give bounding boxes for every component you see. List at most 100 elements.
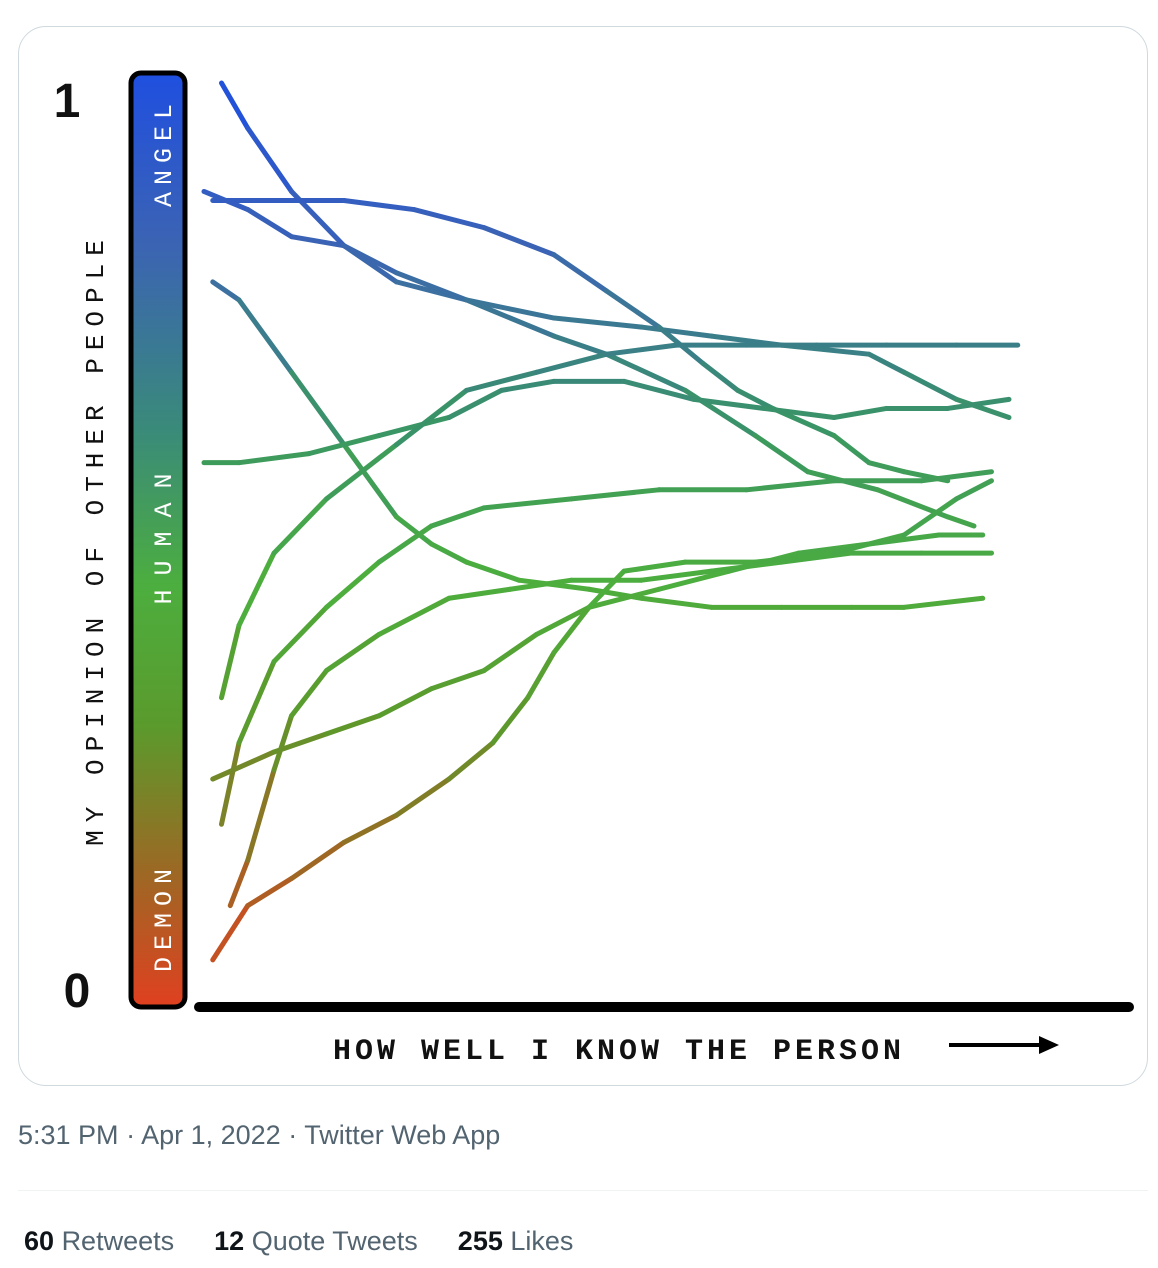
- series-6-segment: [394, 387, 469, 448]
- series-3-segment: [341, 198, 417, 213]
- quote-tweets-label: Quote Tweets: [251, 1226, 418, 1256]
- series-6-segment: [236, 550, 277, 628]
- series-2-segment: [639, 324, 714, 339]
- y-tick-top: 1: [54, 75, 81, 128]
- series-8-segment: [245, 767, 277, 863]
- series-5-segment: [761, 405, 837, 420]
- x-axis-label: HOW WELL I KNOW THE PERSON: [333, 1035, 905, 1069]
- series-7-segment: [481, 496, 574, 511]
- likes-stat[interactable]: 255 Likes: [458, 1226, 574, 1257]
- x-axis-arrow: [949, 1036, 1059, 1054]
- series-1-segment: [464, 297, 557, 339]
- retweets-label: Retweets: [61, 1226, 175, 1256]
- series-line-9: [210, 532, 986, 782]
- tweet-time[interactable]: 5:31 PM: [18, 1120, 119, 1150]
- series-7-segment: [271, 604, 329, 665]
- series-9-segment: [656, 568, 732, 592]
- series-4-segment: [464, 559, 522, 583]
- series-3-segment: [551, 252, 609, 294]
- series-1-segment: [245, 125, 294, 194]
- series-5-segment: [306, 433, 382, 457]
- series-1-segment: [945, 514, 977, 529]
- series-5-segment: [446, 387, 504, 420]
- series-3-segment: [700, 360, 741, 393]
- quote-tweets-stat[interactable]: 12 Quote Tweets: [214, 1226, 418, 1257]
- meta-separator: ·: [126, 1120, 136, 1150]
- series-2-segment: [901, 369, 959, 402]
- series-line-8: [227, 550, 994, 909]
- series-3-segment: [831, 433, 872, 466]
- series-9-segment: [376, 686, 434, 719]
- series-2-segment: [866, 351, 907, 375]
- series-10-segment: [954, 478, 994, 502]
- series-7-segment: [919, 469, 994, 484]
- series-layer: [201, 80, 1021, 963]
- tweet-date[interactable]: Apr 1, 2022: [141, 1120, 281, 1150]
- tweet-stats: 60 Retweets 12 Quote Tweets 255 Likes: [24, 1226, 573, 1257]
- series-8-segment: [639, 568, 714, 583]
- series-10-segment: [621, 559, 688, 574]
- series-5-segment: [691, 396, 767, 411]
- series-9-segment: [586, 586, 662, 610]
- series-4-segment: [901, 595, 986, 610]
- tweet-media[interactable]: ANGEL HUMAN DEMON MY OPINION OF OTHER PE…: [18, 26, 1148, 1086]
- series-8-segment: [376, 595, 452, 637]
- series-10-segment: [586, 568, 627, 610]
- series-10-segment: [341, 812, 399, 845]
- series-9-segment: [271, 731, 329, 755]
- series-4-segment: [289, 369, 347, 448]
- tweet-source[interactable]: Twitter Web App: [304, 1120, 501, 1150]
- series-line-1: [219, 80, 977, 529]
- series-line-2: [201, 188, 1012, 420]
- series-8-segment: [271, 713, 294, 773]
- series-line-4: [210, 279, 986, 610]
- series-4-segment: [236, 297, 294, 375]
- likes-label: Likes: [510, 1226, 574, 1256]
- series-1-segment: [604, 351, 688, 393]
- y-axis-label: MY OPINION OF OTHER PEOPLE: [81, 232, 111, 846]
- series-4-segment: [394, 514, 434, 547]
- series-8-segment: [507, 577, 574, 592]
- scale-bar: [128, 70, 188, 1010]
- series-7-segment: [429, 505, 487, 529]
- series-line-5: [201, 378, 1012, 466]
- series-2-segment: [245, 207, 294, 240]
- series-9-segment: [534, 604, 592, 637]
- series-2-segment: [341, 243, 399, 276]
- series-1-segment: [219, 80, 251, 131]
- quote-tweets-count: 12: [214, 1226, 245, 1256]
- series-6-segment: [271, 496, 329, 556]
- series-7-segment: [376, 523, 434, 565]
- series-10-segment: [901, 496, 959, 538]
- series-line-7: [219, 469, 994, 827]
- series-7-segment: [744, 478, 837, 493]
- series-5-segment: [945, 396, 1012, 411]
- series-7-segment: [569, 487, 662, 502]
- retweets-count: 60: [24, 1226, 55, 1256]
- series-6-segment: [464, 369, 539, 393]
- series-line-10: [210, 478, 994, 963]
- series-2-segment: [954, 396, 1012, 420]
- series-7-segment: [236, 659, 277, 746]
- series-6-segment: [324, 442, 399, 502]
- series-8-segment: [446, 586, 513, 601]
- series-10-segment: [245, 876, 294, 909]
- series-9-segment: [481, 631, 539, 674]
- scale-label-human: HUMAN: [150, 459, 179, 604]
- series-2-segment: [551, 315, 644, 330]
- series-1-segment: [752, 433, 811, 475]
- series-9-segment: [324, 713, 382, 737]
- series-10-segment: [394, 776, 452, 818]
- chart: ANGEL HUMAN DEMON MY OPINION OF OTHER PE…: [54, 70, 1134, 1069]
- series-10-segment: [752, 550, 837, 565]
- retweets-stat[interactable]: 60 Retweets: [24, 1226, 174, 1257]
- series-3-segment: [604, 288, 662, 330]
- series-10-segment: [490, 695, 531, 746]
- series-5-segment: [376, 414, 452, 439]
- scale-label-angel: ANGEL: [150, 97, 179, 207]
- series-3-segment: [735, 387, 776, 411]
- series-6-segment: [604, 342, 679, 357]
- series-line-6: [219, 342, 1021, 701]
- series-5-segment: [499, 378, 557, 393]
- series-3-segment: [866, 460, 907, 475]
